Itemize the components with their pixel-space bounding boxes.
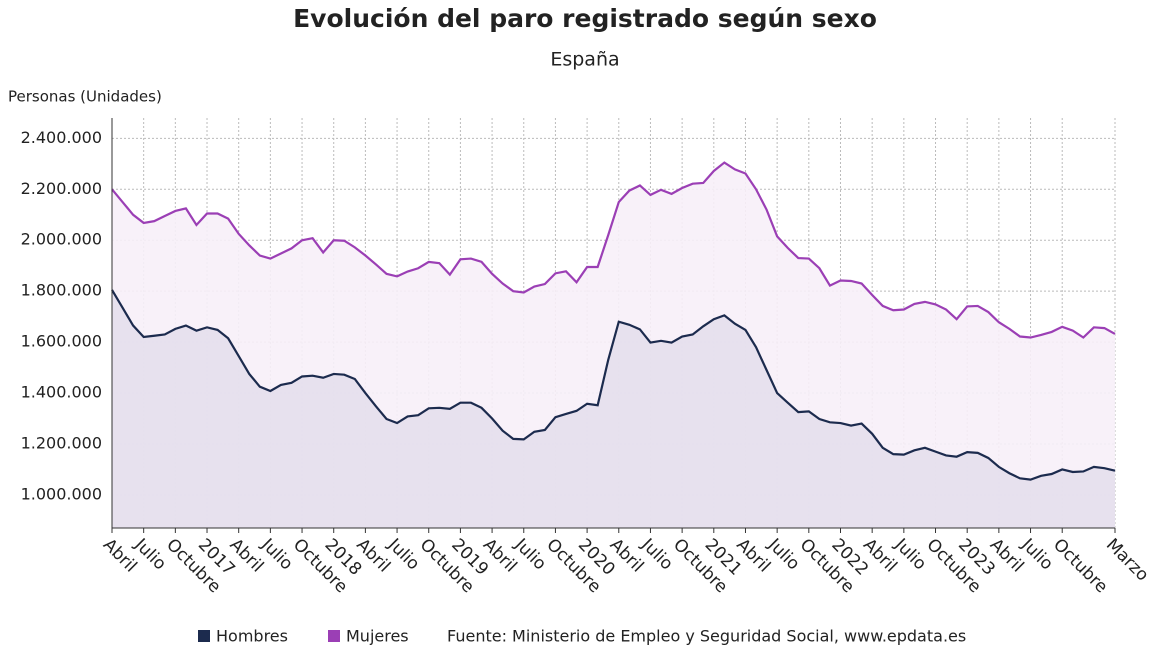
x-tick-label: Julio — [890, 534, 930, 574]
x-tick-label: Julio — [130, 534, 170, 574]
y-tick-label: 2.000.000 — [21, 230, 102, 249]
line — [111, 161, 1116, 339]
legend-swatch — [328, 630, 340, 642]
y-tick-label: 1.800.000 — [21, 281, 102, 300]
x-tick-label: Octubre — [1049, 535, 1111, 597]
chart-title: Evolución del paro registrado según sexo — [293, 4, 877, 33]
x-tick-label: Julio — [1017, 534, 1057, 574]
y-tick-label: 2.200.000 — [21, 179, 102, 198]
source: Fuente: Ministerio de Empleo y Seguridad… — [447, 627, 966, 646]
x-tick-label: Julio — [637, 534, 677, 574]
area — [112, 289, 1115, 528]
x-tick-label: Julio — [510, 534, 550, 574]
x-tick-label: Julio — [383, 534, 423, 574]
legend-label: Hombres — [216, 627, 288, 646]
y-tick-label: 1.000.000 — [21, 484, 102, 503]
y-tick-label: 2.400.000 — [21, 128, 102, 147]
y-tick-label: 1.600.000 — [21, 332, 102, 351]
chart-subtitle: España — [550, 49, 619, 71]
legend-swatch — [198, 630, 210, 642]
x-tick-label: Marzo — [1102, 535, 1152, 585]
line — [111, 289, 1116, 481]
x-tick-label: Julio — [763, 534, 803, 574]
y-axis-label: Personas (Unidades) — [8, 88, 162, 106]
y-tick-label: 1.400.000 — [21, 383, 102, 402]
x-tick-label: Julio — [257, 534, 297, 574]
x-tick-label: Abril — [99, 535, 141, 577]
y-tick-label: 1.200.000 — [21, 433, 102, 452]
legend-label: Mujeres — [346, 627, 409, 646]
